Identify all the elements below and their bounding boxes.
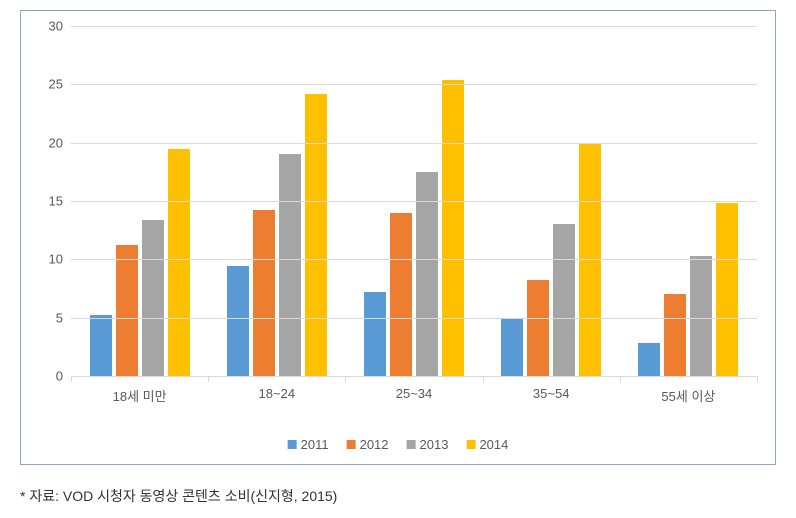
x-tick (483, 376, 484, 382)
bar (364, 292, 386, 376)
bar (90, 315, 112, 376)
legend-swatch (347, 440, 356, 449)
chart-frame: 051015202530 18세 미만18~2425~3435~5455세 이상… (20, 10, 776, 465)
legend-item: 2014 (466, 437, 508, 452)
gridline (71, 26, 757, 27)
bar (638, 343, 660, 376)
y-tick-label: 5 (56, 310, 71, 325)
chart-container: 051015202530 18세 미만18~2425~3435~5455세 이상… (0, 0, 796, 518)
bar (390, 213, 412, 376)
legend-swatch (288, 440, 297, 449)
bar (716, 203, 738, 376)
x-category-label: 18세 미만 (113, 386, 167, 405)
x-tick (208, 376, 209, 382)
y-tick-label: 20 (49, 135, 71, 150)
bar (690, 256, 712, 376)
legend-label: 2014 (479, 437, 508, 452)
y-tick-label: 0 (56, 369, 71, 384)
legend-label: 2013 (420, 437, 449, 452)
legend-label: 2011 (301, 437, 329, 452)
plot-area: 051015202530 (71, 26, 757, 376)
bar (168, 149, 190, 377)
bar (416, 172, 438, 376)
x-category-label: 25~34 (396, 386, 433, 401)
bar (442, 80, 464, 376)
bar (279, 154, 301, 376)
x-tick (71, 376, 72, 382)
x-tick (345, 376, 346, 382)
gridline (71, 201, 757, 202)
bar (253, 210, 275, 376)
legend-label: 2012 (360, 437, 389, 452)
bar (116, 245, 138, 376)
gridline (71, 318, 757, 319)
gridline (71, 143, 757, 144)
legend-item: 2013 (407, 437, 449, 452)
bar (527, 280, 549, 376)
source-note: * 자료: VOD 시청자 동영상 콘텐츠 소비(신지형, 2015) (20, 486, 337, 506)
bar (142, 220, 164, 376)
bar (664, 294, 686, 376)
legend-item: 2011 (288, 437, 329, 452)
x-tick (757, 376, 758, 382)
y-tick-label: 15 (49, 194, 71, 209)
legend-swatch (466, 440, 475, 449)
bar (227, 266, 249, 376)
y-tick-label: 30 (49, 19, 71, 34)
legend-item: 2012 (347, 437, 389, 452)
legend-swatch (407, 440, 416, 449)
bar (501, 319, 523, 376)
legend: 2011 2012 2013 2014 (288, 437, 509, 452)
y-tick-label: 25 (49, 77, 71, 92)
bar (305, 94, 327, 376)
x-tick (620, 376, 621, 382)
gridline (71, 84, 757, 85)
x-category-label: 18~24 (259, 386, 296, 401)
y-tick-label: 10 (49, 252, 71, 267)
x-category-label: 35~54 (533, 386, 570, 401)
bar (553, 224, 575, 376)
x-axis: 18세 미만 18~24 25~34 35~54 55세 이상 (71, 376, 757, 416)
gridline (71, 259, 757, 260)
x-category-label: 55세 이상 (661, 386, 715, 405)
